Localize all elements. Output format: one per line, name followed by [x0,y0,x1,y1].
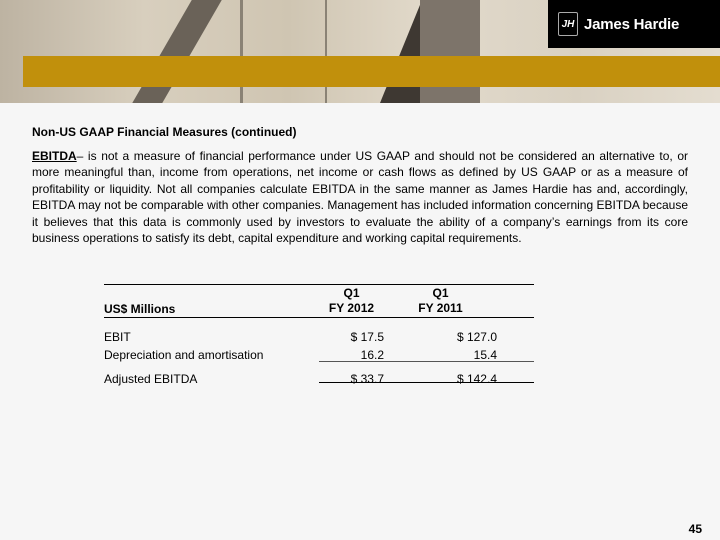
banner-shape [420,0,480,103]
slide-heading: Non-US GAAP Financial Measures (continue… [32,125,297,139]
table-row: Adjusted EBITDA $ 33.7 $ 142.4 [104,364,534,386]
header-label: US$ Millions [104,302,176,316]
row-label: EBIT [104,330,131,344]
row-value-fy2012: 16.2 [360,348,384,362]
header-col-fy2011: Q1 FY 2011 [384,286,497,316]
ebitda-definition: EBITDA– is not a measure of financial pe… [32,148,688,246]
banner-shape [122,0,228,103]
table-row: Depreciation and amortisation 16.2 15.4 [104,346,534,364]
table-top-rule [104,284,534,285]
header-fy2011: FY 2011 [418,301,463,315]
row-value-fy2012: $ 33.7 [350,372,384,386]
banner-shape [240,0,243,103]
header-banner-image: JH James Hardie [0,0,720,103]
row-value-fy2012: $ 17.5 [350,330,384,344]
james-hardie-logo: JH James Hardie [548,0,720,48]
header-q1: Q1 [432,286,449,300]
header-fy2012: FY 2012 [328,301,375,315]
table-row: EBIT $ 17.5 $ 127.0 [104,328,534,346]
row-value-fy2011: 15.4 [473,348,497,362]
total-rule [319,382,534,383]
page-number: 45 [688,522,702,536]
row-value-fy2011: $ 142.4 [456,372,497,386]
subtotal-rule [319,361,534,362]
ebitda-term: EBITDA [32,149,77,163]
table-header-rule [104,317,534,318]
table-header: US$ Millions Q1 FY 2012 Q1 FY 2011 [104,286,534,316]
logo-text: James Hardie [584,15,680,33]
ebitda-table: US$ Millions Q1 FY 2012 Q1 FY 2011 EBIT $ 1… [104,286,534,386]
header-col-fy2012: Q1 FY 2012 [319,286,384,316]
gold-title-bar [23,56,720,87]
row-label: Depreciation and amortisation [104,348,264,362]
ebitda-text: – is not a measure of financial performa… [32,149,688,246]
row-label: Adjusted EBITDA [104,372,198,386]
banner-shape [325,0,327,103]
jh-logo-icon: JH [558,12,578,36]
row-value-fy2011: $ 127.0 [456,330,497,344]
header-q1: Q1 [343,286,360,300]
